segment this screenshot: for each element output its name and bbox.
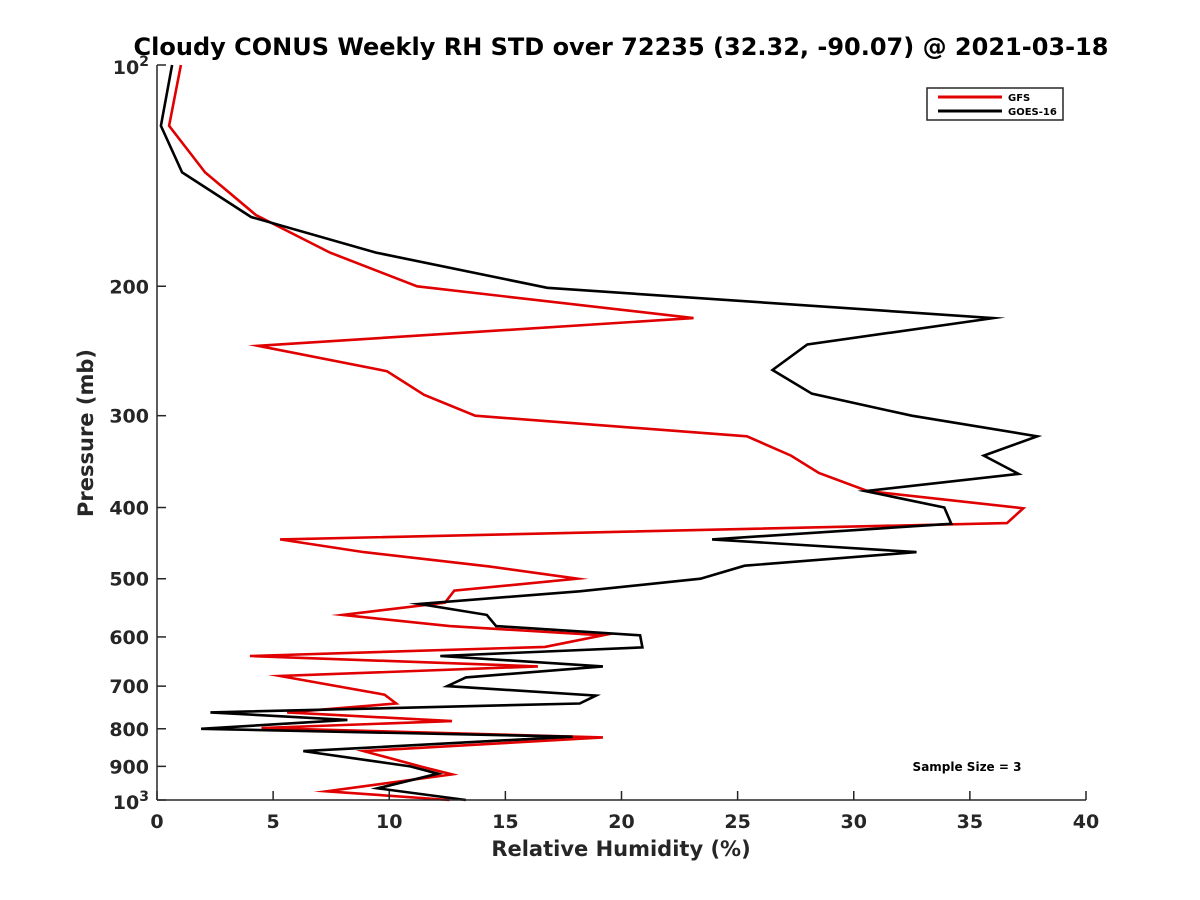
y-ticks: 102 200 300 400 500 600 700 800 900 103 xyxy=(109,54,166,814)
x-tick-label: 10 xyxy=(376,811,402,833)
y-tick-label: 500 xyxy=(109,569,149,591)
x-tick-label: 35 xyxy=(957,811,983,833)
x-axis-label: Relative Humidity (%) xyxy=(491,837,750,861)
x-tick-label: 40 xyxy=(1073,811,1099,833)
x-tick-label: 15 xyxy=(492,811,518,833)
axes-background xyxy=(157,65,1086,800)
plot-area xyxy=(157,65,1086,800)
legend-box xyxy=(926,87,1064,121)
x-tick-label: 30 xyxy=(841,811,867,833)
y-tick-label: 900 xyxy=(109,756,149,778)
x-tick-label: 0 xyxy=(150,811,163,833)
y-axis-label: Pressure (mb) xyxy=(74,349,98,517)
legend: GFS GOES-16 xyxy=(926,87,1064,121)
y-tick-label: 103 xyxy=(113,789,149,814)
y-tick-label: 700 xyxy=(109,676,149,698)
legend-label-gfs: GFS xyxy=(1008,93,1030,104)
series-layer xyxy=(159,64,1043,802)
legend-label-goes16: GOES-16 xyxy=(1008,107,1057,118)
y-tick-label: 400 xyxy=(109,498,149,520)
y-tick-label: 300 xyxy=(109,406,149,428)
y-tick-label: 200 xyxy=(109,276,149,298)
chart-title: Cloudy CONUS Weekly RH STD over 72235 (3… xyxy=(134,33,1109,61)
x-tick-label: 20 xyxy=(608,811,634,833)
y-tick-label: 600 xyxy=(109,627,149,649)
y-tick-label: 800 xyxy=(109,719,149,741)
x-tick-label: 25 xyxy=(724,811,750,833)
series-line-gfs xyxy=(167,64,1027,802)
x-tick-label: 5 xyxy=(267,811,280,833)
series-line-goes16 xyxy=(159,64,1043,802)
y-tick-label: 102 xyxy=(113,54,149,79)
sample-size-annotation: Sample Size = 3 xyxy=(913,760,1022,774)
x-ticks: 0 5 10 15 20 25 30 35 40 xyxy=(150,791,1099,833)
